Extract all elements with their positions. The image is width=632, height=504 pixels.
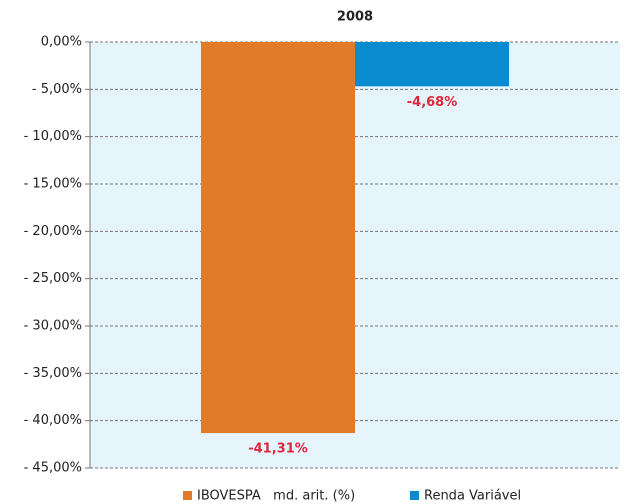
- y-tick-label: - 40,00%: [24, 413, 82, 428]
- category-label: 2008: [337, 10, 373, 25]
- value-label: -4,68%: [407, 95, 458, 110]
- legend-swatch: [410, 491, 419, 500]
- legend-label: Renda Variável: [424, 489, 521, 504]
- value-label: -41,31%: [248, 442, 308, 457]
- bar: [355, 42, 509, 87]
- y-tick-label: - 20,00%: [24, 224, 82, 239]
- y-tick-label: 0,00%: [41, 35, 82, 50]
- y-tick-label: - 30,00%: [24, 319, 82, 334]
- legend-swatch: [183, 491, 192, 500]
- y-tick-label: - 45,00%: [24, 461, 82, 476]
- y-tick-label: - 25,00%: [24, 271, 82, 286]
- y-tick-label: - 5,00%: [32, 82, 82, 97]
- legend-label: IBOVESPA md. arit. (%): [197, 489, 355, 504]
- y-tick-label: - 15,00%: [24, 177, 82, 192]
- y-tick-label: - 35,00%: [24, 366, 82, 381]
- y-tick-label: - 10,00%: [24, 129, 82, 144]
- bar: [201, 42, 355, 434]
